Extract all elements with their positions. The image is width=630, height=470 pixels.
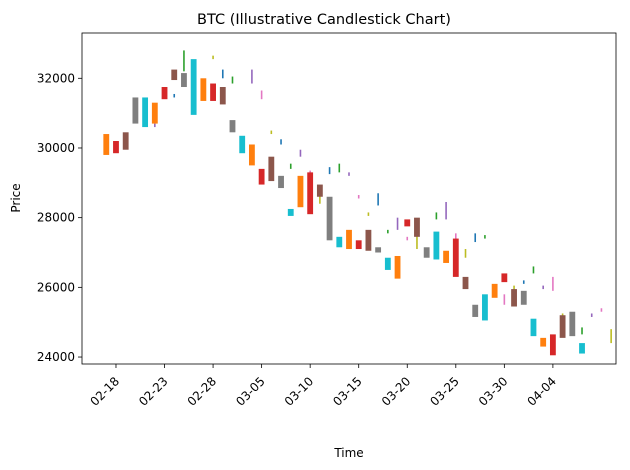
y-axis: 24000 26000 28000 30000 32000 xyxy=(37,71,82,364)
x-axis-label: Time xyxy=(333,446,363,460)
x-tick-label: 03-15 xyxy=(330,374,365,409)
candle-34 xyxy=(433,231,440,260)
candle-46 xyxy=(549,334,556,356)
x-tick-label: 03-30 xyxy=(476,374,511,409)
candle-45 xyxy=(540,337,547,347)
candle-6 xyxy=(161,87,168,100)
x-tick-label: 03-25 xyxy=(427,374,462,409)
candle-25 xyxy=(346,229,352,250)
candle-15 xyxy=(248,144,255,166)
candle-17 xyxy=(268,156,275,182)
candle-49 xyxy=(579,343,585,354)
y-tick-label: 30000 xyxy=(37,141,75,155)
candle-10 xyxy=(200,78,207,101)
candle-layer xyxy=(103,59,585,356)
candle-23 xyxy=(326,196,333,241)
x-tick-label: 02-18 xyxy=(88,374,123,409)
y-tick-label: 26000 xyxy=(37,280,75,294)
candle-3 xyxy=(132,97,139,124)
plot-area xyxy=(81,32,617,365)
x-tick-label: 02-28 xyxy=(185,374,220,409)
candle-27 xyxy=(365,229,372,251)
candle-26 xyxy=(355,240,362,250)
candle-30 xyxy=(394,255,401,279)
candle-42 xyxy=(511,289,517,307)
candle-13 xyxy=(229,120,236,133)
candle-24 xyxy=(336,236,343,248)
candle-38 xyxy=(472,304,479,317)
plot-frame xyxy=(81,32,617,365)
candle-39 xyxy=(482,294,488,321)
candle-48 xyxy=(569,311,576,337)
candle-28 xyxy=(375,247,382,253)
candle-43 xyxy=(520,290,527,305)
candle-14 xyxy=(239,135,246,154)
candle-31 xyxy=(404,219,411,227)
candle-47 xyxy=(559,315,566,338)
chart-title: BTC (Illustrative Candlestick Chart) xyxy=(197,12,451,28)
candle-20 xyxy=(297,175,304,208)
candle-9 xyxy=(190,59,197,115)
candle-0 xyxy=(103,134,110,155)
y-tick-label: 24000 xyxy=(37,350,75,364)
candle-5 xyxy=(151,102,158,124)
candle-16 xyxy=(258,168,265,185)
candle-18 xyxy=(278,175,284,189)
x-axis: 02-18 02-23 02-28 03-05 03-10 03-15 03-20 03-25… xyxy=(88,364,559,409)
x-tick-label: 03-10 xyxy=(282,374,317,409)
candle-8 xyxy=(181,73,187,88)
candle-35 xyxy=(443,250,450,263)
candle-33 xyxy=(423,247,430,258)
x-tick-label: 03-20 xyxy=(379,374,414,409)
y-axis-label: Price xyxy=(9,183,23,212)
candle-7 xyxy=(171,69,178,81)
x-tick-label: 04-04 xyxy=(524,374,559,409)
plot-background xyxy=(82,33,616,364)
candle-4 xyxy=(142,97,149,128)
candle-44 xyxy=(530,318,537,337)
candle-40 xyxy=(491,283,498,298)
y-tick-label: 28000 xyxy=(37,211,75,225)
candle-11 xyxy=(210,83,216,101)
candle-21 xyxy=(307,172,314,215)
candle-12 xyxy=(219,87,226,105)
candle-32 xyxy=(414,217,420,237)
candle-22 xyxy=(316,184,323,197)
x-tick-label: 03-05 xyxy=(233,374,268,409)
candle-29 xyxy=(384,257,391,270)
candle-36 xyxy=(452,238,459,277)
candle-2 xyxy=(122,132,129,150)
candle-37 xyxy=(462,276,469,290)
x-tick-label: 02-23 xyxy=(136,374,171,409)
y-tick-label: 32000 xyxy=(37,71,75,85)
candle-1 xyxy=(113,141,119,154)
candle-19 xyxy=(287,208,294,216)
candle-41 xyxy=(501,273,508,283)
